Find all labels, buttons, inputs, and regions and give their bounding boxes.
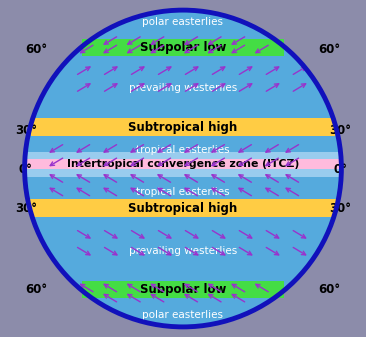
Text: 60°: 60° [318,283,341,296]
Text: 30°: 30° [15,202,37,215]
Bar [26,159,340,169]
Text: Intertropical convergence zone (ITCZ): Intertropical convergence zone (ITCZ) [67,159,299,169]
Text: tropical easterlies: tropical easterlies [136,145,230,155]
Bar [82,39,284,56]
Text: polar easterlies: polar easterlies [142,310,224,320]
Bar [26,152,340,177]
Text: 30°: 30° [329,202,351,215]
Text: Subpolar low: Subpolar low [140,41,226,54]
Text: 60°: 60° [318,43,341,56]
Text: prevailing westerlies: prevailing westerlies [129,83,237,93]
Bar [31,118,335,136]
Text: 60°: 60° [25,283,48,296]
Text: polar easterlies: polar easterlies [142,17,224,27]
Text: 0°: 0° [334,163,348,176]
Text: 30°: 30° [15,124,37,136]
Text: 60°: 60° [25,43,48,56]
Text: Subtropical high: Subtropical high [128,121,238,134]
Text: Subtropical high: Subtropical high [128,202,238,215]
Text: 30°: 30° [329,124,351,136]
Text: tropical easterlies: tropical easterlies [136,187,230,197]
Bar [82,281,284,298]
Circle shape [25,10,341,327]
Bar [30,199,336,217]
Text: prevailing westerlies: prevailing westerlies [129,246,237,256]
Text: 0°: 0° [18,163,32,176]
Text: Subpolar low: Subpolar low [140,283,226,296]
